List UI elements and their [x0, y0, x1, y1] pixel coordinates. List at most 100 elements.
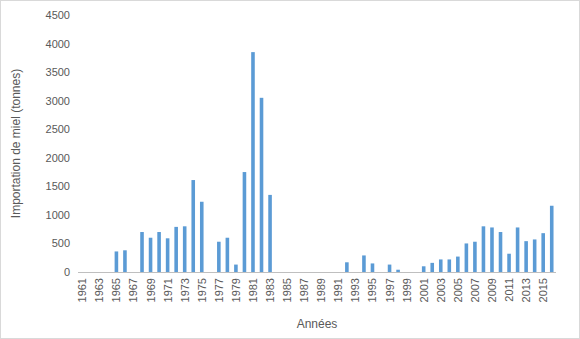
bar — [388, 265, 392, 272]
x-tick-label: 2015 — [537, 278, 549, 302]
chart: 0 500 1000 1500 2000 2500 3000 3500 4000 4500 1961… — [0, 0, 580, 339]
bar — [550, 206, 554, 272]
bar — [234, 265, 238, 272]
bar — [524, 241, 528, 272]
y-tick-label: 4500 — [46, 9, 70, 21]
bar — [191, 180, 195, 272]
bar — [157, 232, 161, 272]
bar — [439, 259, 443, 272]
bar — [226, 238, 230, 272]
bar — [123, 250, 127, 272]
bar — [166, 238, 170, 272]
x-tick-label: 1997 — [384, 278, 396, 302]
y-tick-label: 4000 — [46, 38, 70, 50]
bar — [217, 242, 221, 272]
bar — [456, 257, 460, 272]
bar — [149, 238, 153, 272]
x-tick-label: 2013 — [520, 278, 532, 302]
bar — [285, 272, 289, 273]
x-axis-title: Années — [297, 317, 338, 331]
bar — [183, 226, 187, 272]
bars — [115, 52, 554, 272]
bar — [345, 262, 349, 272]
x-tick-label: 1999 — [401, 278, 413, 302]
bar — [98, 272, 102, 273]
bar — [465, 243, 469, 272]
bar — [243, 172, 247, 272]
x-tick-label: 1977 — [213, 278, 225, 302]
bar — [516, 227, 520, 272]
y-tick-label: 3500 — [46, 66, 70, 78]
bar — [209, 272, 213, 273]
x-tick-label: 1973 — [179, 278, 191, 302]
bar — [115, 251, 119, 272]
bar — [260, 98, 264, 272]
x-tick-label: 1991 — [332, 278, 344, 302]
bar — [268, 195, 272, 272]
bar — [473, 242, 477, 272]
bar — [89, 272, 93, 273]
bar — [379, 272, 383, 273]
x-tick-label: 1985 — [281, 278, 293, 302]
y-axis-title: Importation de miel (tonnes) — [9, 69, 23, 218]
x-tick-label: 2005 — [452, 278, 464, 302]
bar — [277, 272, 281, 273]
bar — [319, 272, 323, 273]
bar — [533, 239, 537, 272]
tick-mark — [76, 157, 78, 158]
bar — [140, 232, 144, 272]
x-axis — [78, 272, 556, 273]
bar — [311, 272, 315, 273]
y-tick-label: 0 — [64, 266, 70, 278]
tick-mark — [76, 100, 78, 101]
x-tick-label: 1987 — [298, 278, 310, 302]
bar — [396, 270, 400, 272]
y-tick-label: 500 — [52, 237, 70, 249]
bar — [499, 232, 503, 272]
x-tick-label: 2011 — [503, 278, 515, 302]
chart-frame — [1, 1, 580, 339]
bar — [354, 272, 358, 273]
x-tick-label: 1961 — [76, 278, 88, 302]
bar — [541, 233, 545, 272]
x-tick-label: 1979 — [230, 278, 242, 302]
y-tick-label: 1000 — [46, 209, 70, 221]
x-tick-label: 1965 — [110, 278, 122, 302]
bar — [422, 266, 426, 272]
x-tick-label: 2007 — [469, 278, 481, 302]
y-tick-label: 1500 — [46, 180, 70, 192]
bar — [200, 202, 204, 272]
y-tick-label: 2500 — [46, 123, 70, 135]
bar — [328, 272, 332, 273]
bar — [251, 52, 255, 272]
x-tick-label: 2009 — [486, 278, 498, 302]
bar — [448, 259, 452, 272]
bar — [507, 254, 511, 272]
tick-mark — [76, 214, 78, 215]
bar — [371, 263, 375, 272]
y-tick-label: 3000 — [46, 95, 70, 107]
tick-mark — [76, 72, 78, 73]
x-tick-label: 1967 — [127, 278, 139, 302]
x-tick-label: 1975 — [196, 278, 208, 302]
x-tick-label: 1969 — [145, 278, 157, 302]
tick-mark — [76, 186, 78, 187]
y-tick-label: 2000 — [46, 152, 70, 164]
bar — [362, 255, 366, 272]
bar — [302, 272, 306, 273]
x-tick-label: 1981 — [247, 278, 259, 302]
x-tick-label: 1971 — [162, 278, 174, 302]
tick-mark — [76, 243, 78, 244]
bar — [132, 272, 136, 273]
x-tick-label: 1983 — [264, 278, 276, 302]
x-tick-label: 1993 — [349, 278, 361, 302]
bar — [430, 263, 434, 272]
bar — [337, 272, 341, 273]
tick-mark — [76, 15, 78, 16]
bar — [80, 272, 84, 273]
tick-mark — [76, 272, 78, 273]
tick-mark — [76, 43, 78, 44]
x-tick-label: 2003 — [435, 278, 447, 302]
tick-mark — [76, 129, 78, 130]
x-tick-label: 1995 — [366, 278, 378, 302]
